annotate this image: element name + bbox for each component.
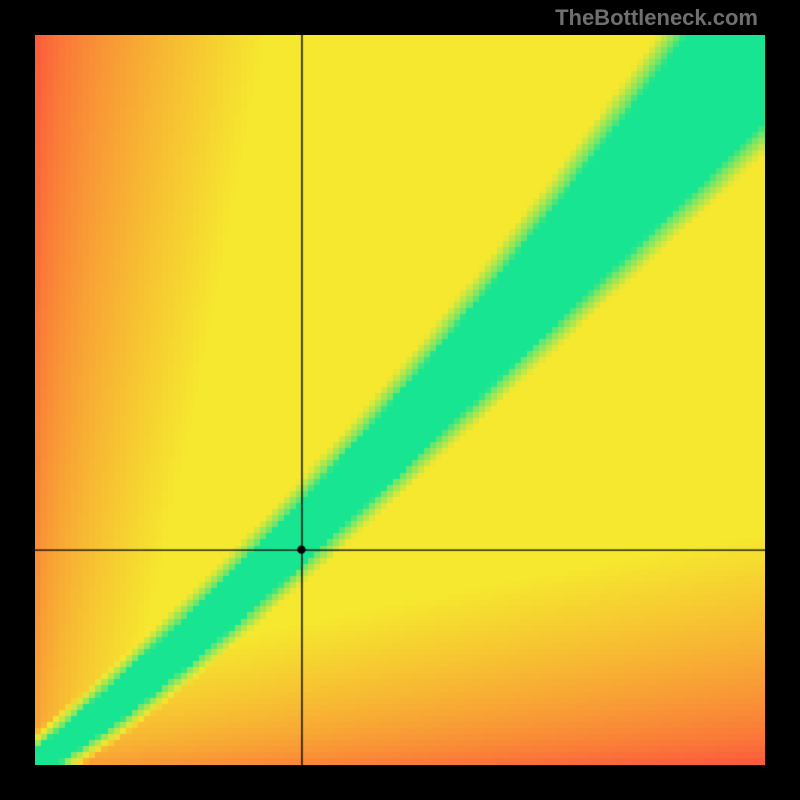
watermark-text: TheBottleneck.com xyxy=(555,5,758,31)
chart-container: TheBottleneck.com xyxy=(0,0,800,800)
bottleneck-heatmap xyxy=(35,35,765,765)
